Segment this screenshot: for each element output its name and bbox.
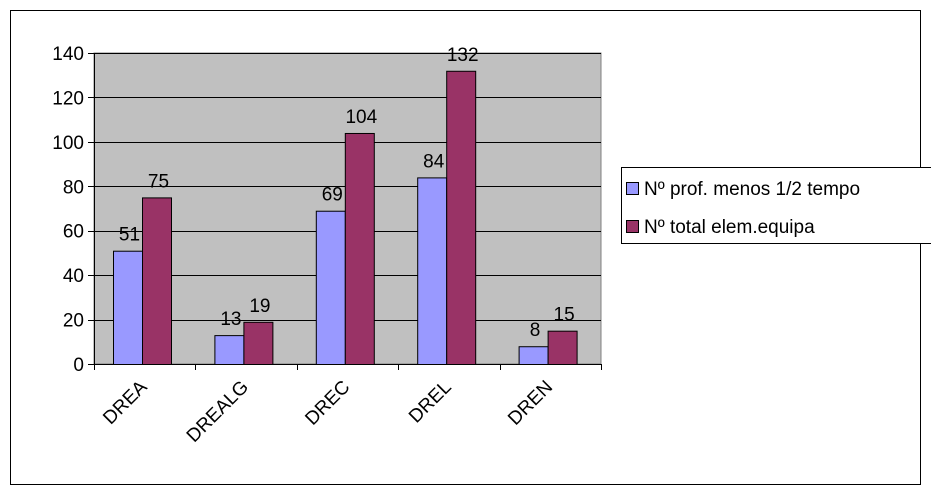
legend: Nº prof. menos 1/2 tempo Nº total elem.eq… (622, 168, 931, 244)
bar-total-drel (447, 71, 476, 364)
legend-label: Nº total elem.equipa (644, 217, 815, 238)
y-tick-label: 60 (63, 222, 84, 243)
data-label: 51 (119, 225, 140, 246)
legend-swatch (627, 183, 639, 195)
y-tick-label: 80 (63, 177, 84, 198)
data-label: 69 (322, 185, 343, 206)
bar-prof-drec (316, 211, 345, 364)
bar-total-drealg (244, 322, 273, 364)
bar-prof-drel (418, 178, 447, 365)
y-tick-label: 40 (63, 266, 84, 287)
y-tick-label: 20 (63, 311, 84, 332)
y-tick-label: 100 (52, 133, 84, 154)
data-label: 19 (249, 296, 270, 317)
legend-label: Nº prof. menos 1/2 tempo (644, 179, 860, 200)
data-label: 104 (345, 107, 377, 128)
y-tick-label: 120 (52, 88, 84, 109)
bar-total-drea (143, 198, 172, 365)
data-label: 84 (423, 151, 445, 172)
bar-prof-drealg (215, 336, 244, 365)
legend-swatch (627, 221, 639, 233)
y-tick-label: 140 (52, 44, 84, 65)
bar-prof-dren (519, 347, 548, 365)
bar-prof-drea (114, 251, 143, 364)
bar-total-drec (345, 133, 374, 364)
data-label: 75 (148, 171, 169, 192)
data-label: 132 (447, 45, 479, 66)
bar-total-dren (548, 331, 577, 364)
data-label: 15 (554, 305, 575, 326)
data-label: 13 (220, 309, 241, 330)
y-tick-label: 0 (73, 355, 84, 376)
data-label: 8 (530, 320, 541, 341)
